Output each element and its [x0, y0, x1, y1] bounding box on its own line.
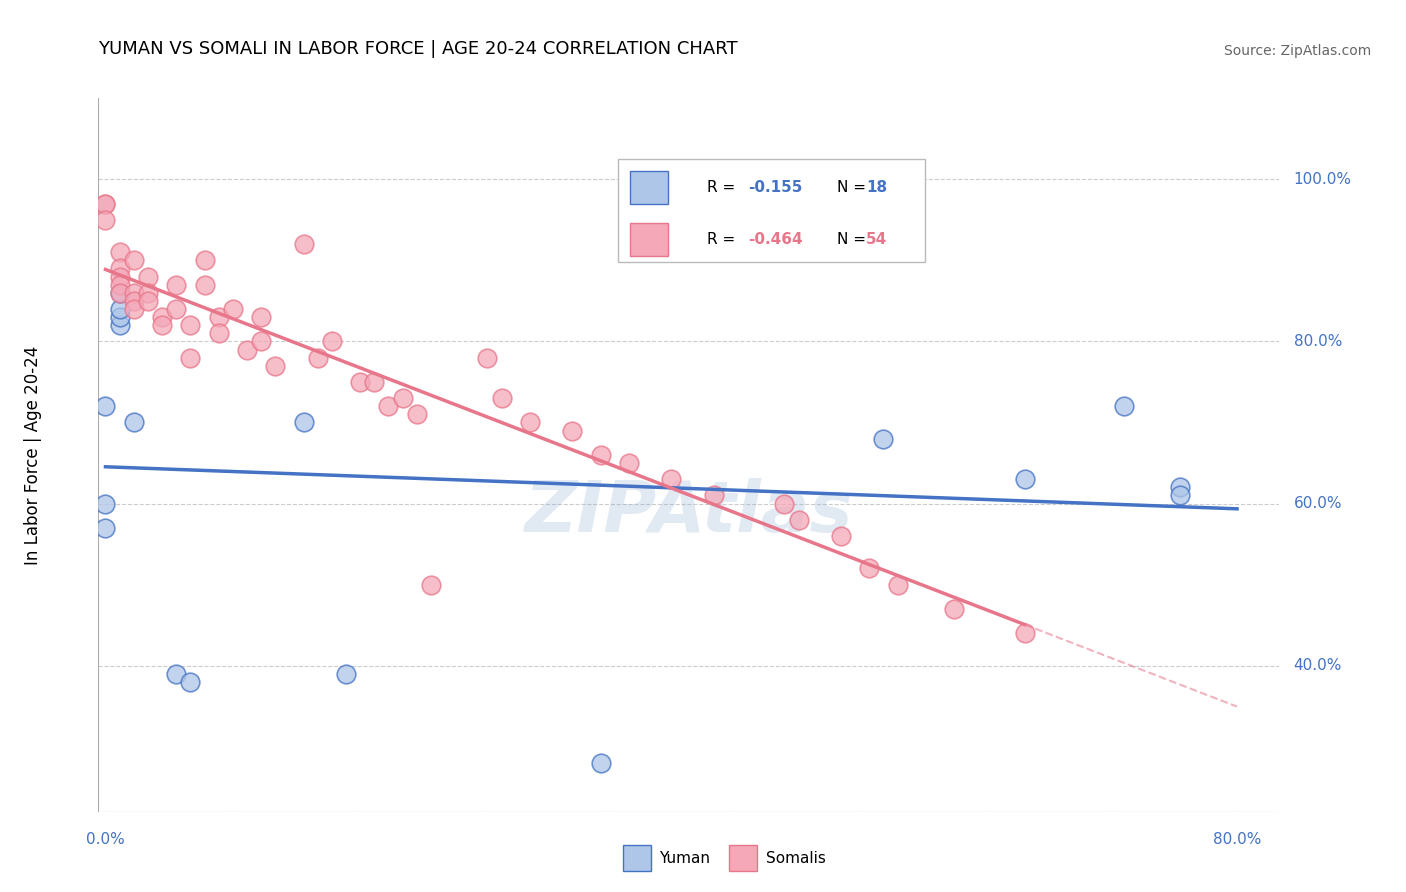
Point — [589, 448, 612, 462]
Point — [94, 196, 117, 211]
Point — [589, 756, 612, 770]
Text: ZIPAtlas: ZIPAtlas — [524, 477, 853, 547]
Point — [193, 253, 215, 268]
Text: N =: N = — [837, 180, 870, 195]
Point — [193, 277, 215, 292]
Point — [165, 666, 187, 681]
Point — [405, 408, 427, 422]
Point — [773, 497, 796, 511]
Point — [292, 416, 315, 430]
Point — [165, 277, 187, 292]
Point — [108, 301, 131, 316]
Point — [108, 245, 131, 260]
Point — [150, 310, 173, 324]
Point — [1112, 399, 1135, 413]
Point — [94, 196, 117, 211]
Point — [477, 351, 499, 365]
Point — [222, 301, 245, 316]
Point — [179, 351, 201, 365]
Point — [122, 301, 145, 316]
Point — [363, 375, 385, 389]
Point — [391, 391, 413, 405]
Point — [703, 488, 725, 502]
Point — [1170, 488, 1192, 502]
Point — [419, 577, 441, 591]
Point — [659, 472, 682, 486]
Point — [94, 497, 117, 511]
Text: Somalis: Somalis — [766, 851, 825, 865]
Point — [208, 310, 231, 324]
Point — [108, 285, 131, 300]
Point — [250, 334, 273, 349]
Point — [886, 577, 908, 591]
Text: Source: ZipAtlas.com: Source: ZipAtlas.com — [1223, 44, 1371, 58]
Point — [236, 343, 259, 357]
Point — [136, 293, 159, 308]
Text: YUMAN VS SOMALI IN LABOR FORCE | AGE 20-24 CORRELATION CHART: YUMAN VS SOMALI IN LABOR FORCE | AGE 20-… — [98, 40, 738, 58]
Point — [94, 399, 117, 413]
Point — [1014, 472, 1036, 486]
Point — [264, 359, 287, 373]
Point — [335, 666, 357, 681]
Point — [292, 237, 315, 252]
Point — [108, 285, 131, 300]
Point — [108, 269, 131, 284]
Text: 60.0%: 60.0% — [1294, 496, 1343, 511]
Point — [872, 432, 894, 446]
Text: Yuman: Yuman — [659, 851, 710, 865]
Point — [377, 399, 399, 413]
Text: -0.464: -0.464 — [748, 232, 803, 247]
Text: 0.0%: 0.0% — [86, 832, 125, 847]
Text: 100.0%: 100.0% — [1294, 172, 1351, 186]
Text: R =: R = — [707, 232, 740, 247]
Point — [250, 310, 273, 324]
Text: 80.0%: 80.0% — [1213, 832, 1261, 847]
Point — [943, 602, 966, 616]
Point — [108, 310, 131, 324]
Point — [349, 375, 371, 389]
Point — [122, 253, 145, 268]
Point — [1170, 480, 1192, 494]
Point — [830, 529, 852, 543]
Point — [136, 285, 159, 300]
Point — [122, 285, 145, 300]
Point — [321, 334, 343, 349]
Text: -0.155: -0.155 — [748, 180, 803, 195]
FancyBboxPatch shape — [623, 845, 651, 871]
Point — [179, 675, 201, 690]
FancyBboxPatch shape — [630, 223, 668, 256]
Point — [122, 293, 145, 308]
Point — [108, 318, 131, 333]
Text: R =: R = — [707, 180, 740, 195]
Point — [858, 561, 880, 575]
Text: N =: N = — [837, 232, 870, 247]
Point — [165, 301, 187, 316]
Point — [179, 318, 201, 333]
Point — [787, 513, 810, 527]
Text: In Labor Force | Age 20-24: In Labor Force | Age 20-24 — [24, 345, 42, 565]
Point — [491, 391, 513, 405]
Point — [94, 521, 117, 535]
Point — [122, 416, 145, 430]
FancyBboxPatch shape — [619, 159, 925, 262]
Point — [561, 424, 583, 438]
Text: 18: 18 — [866, 180, 887, 195]
Point — [136, 269, 159, 284]
Point — [1014, 626, 1036, 640]
Point — [617, 456, 640, 470]
Point — [150, 318, 173, 333]
Point — [208, 326, 231, 341]
Text: 40.0%: 40.0% — [1294, 658, 1341, 673]
Point — [307, 351, 329, 365]
FancyBboxPatch shape — [730, 845, 758, 871]
Point — [108, 261, 131, 276]
FancyBboxPatch shape — [630, 171, 668, 204]
Text: 54: 54 — [866, 232, 887, 247]
Point — [519, 416, 541, 430]
Text: 80.0%: 80.0% — [1294, 334, 1341, 349]
Point — [94, 212, 117, 227]
Point — [108, 277, 131, 292]
